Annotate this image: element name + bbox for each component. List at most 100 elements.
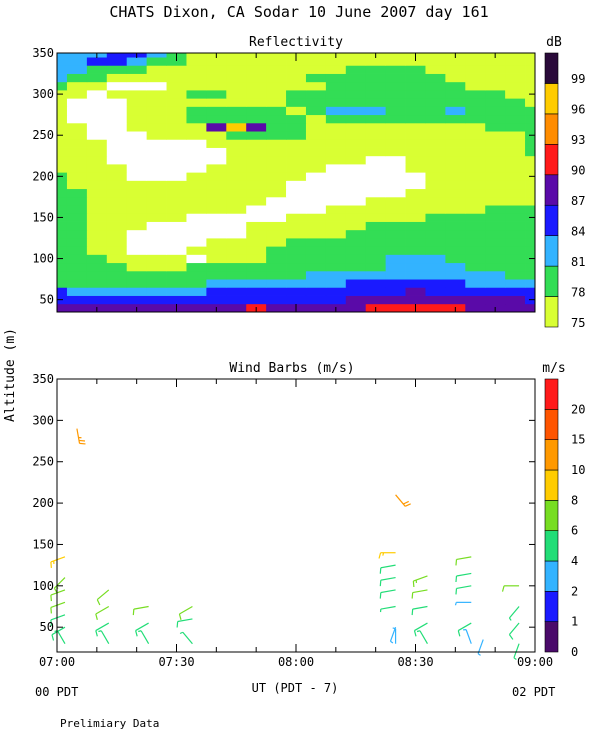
heatmap-cell [106, 53, 128, 58]
heatmap-cell [445, 221, 466, 231]
heatmap-cell [345, 254, 367, 264]
wind-barb [138, 630, 150, 645]
heatmap-cell [505, 57, 526, 66]
heatmap-cell [405, 155, 426, 165]
wind-barb-flag [412, 580, 415, 588]
wind-barb [98, 630, 110, 645]
heatmap-cell [106, 287, 128, 296]
heatmap-cell [246, 229, 267, 239]
heatmap-cell [186, 180, 207, 190]
heatmap-cell [485, 73, 506, 83]
heatmap-cell [385, 287, 406, 296]
heatmap-cell [57, 155, 68, 165]
heatmap-cell [445, 246, 466, 255]
wind-barb [477, 639, 484, 656]
heatmap-cell [86, 81, 108, 91]
heatmap-cell [206, 254, 227, 264]
heatmap-cell [345, 172, 367, 181]
heatmap-cell [226, 270, 247, 280]
heatmap-cell [146, 295, 167, 305]
heatmap-cell [266, 180, 287, 190]
heatmap-cell [226, 73, 247, 83]
heatmap-cell [465, 106, 486, 116]
heatmap-cell [405, 172, 426, 181]
heatmap-cell [226, 303, 247, 313]
wind-barb-shaft [380, 605, 396, 610]
heatmap-cell [66, 262, 88, 272]
wind-barb-shaft [51, 626, 66, 636]
heatmap-cell [66, 98, 88, 107]
heatmap-cell [66, 188, 88, 198]
heatmap-cell [525, 287, 536, 296]
heatmap-cell [286, 262, 307, 272]
wind-barb-shaft [508, 622, 520, 635]
heatmap-cell [106, 270, 128, 280]
heatmap-cell [425, 270, 446, 280]
heatmap-cell [206, 238, 227, 247]
heatmap-cell [525, 65, 536, 74]
heatmap-cell [86, 131, 108, 140]
heatmap-cell [365, 139, 387, 148]
heatmap-cell [385, 295, 406, 305]
heatmap-cell [146, 122, 167, 132]
heatmap-cell [226, 90, 247, 99]
heatmap-cell [305, 73, 327, 83]
heatmap-cell [305, 90, 327, 99]
heatmap-cell [266, 131, 287, 140]
heatmap-cell [286, 172, 307, 181]
heatmap-cell [86, 254, 108, 264]
wind-barb-shaft [456, 572, 472, 577]
heatmap-cell [465, 270, 486, 280]
heatmap-cell [405, 106, 426, 116]
wind-y-tick-label: 350 [32, 372, 54, 386]
wind-x-ticks: 07:00 07:30 08:00 08:30 09:00 [39, 379, 553, 669]
heatmap-cell [66, 229, 88, 239]
heatmap-cell [425, 287, 446, 296]
heatmap-cell [286, 57, 307, 66]
heatmap-cell [286, 295, 307, 305]
heatmap-cell [405, 81, 426, 91]
heatmap-cell [525, 180, 536, 190]
wind-colorbar-swatch [544, 500, 559, 531]
wind-x-tick-label: 07:30 [158, 655, 194, 669]
heatmap-cell [126, 139, 148, 148]
heatmap-cell [325, 270, 347, 280]
wind-x-tick-label: 08:30 [397, 655, 433, 669]
heatmap-cell [246, 254, 267, 264]
heatmap-cell [66, 164, 88, 173]
heatmap-cell [465, 65, 486, 74]
heatmap-cell [106, 229, 128, 239]
heatmap-cell [485, 131, 506, 140]
heatmap-cell [66, 155, 88, 165]
wind-barb [50, 601, 66, 614]
heatmap-cell [166, 139, 187, 148]
heatmap-cell [465, 303, 486, 313]
wind-barb-shaft [413, 575, 428, 582]
heatmap-cell [305, 238, 327, 247]
heatmap-cell [166, 238, 187, 247]
reflectivity-colorbar-label: 96 [571, 103, 585, 117]
heatmap-cell [465, 98, 486, 107]
heatmap-cell [505, 303, 526, 313]
heatmap-cell [57, 279, 68, 288]
heatmap-cell [325, 229, 347, 239]
wind-colorbar-swatch [544, 530, 559, 562]
wind-colorbar-label: 0 [571, 645, 578, 659]
wind-barb [508, 606, 520, 621]
heatmap-cell [505, 114, 526, 124]
heatmap-cell [146, 238, 167, 247]
heatmap-cell [325, 147, 347, 157]
wind-barb-flag [455, 588, 458, 595]
heatmap-cell [485, 287, 506, 296]
heatmap-cell [226, 213, 247, 222]
heatmap-cell [505, 295, 526, 305]
heatmap-cell [246, 114, 267, 124]
heatmap-cell [445, 205, 466, 214]
heatmap-cell [485, 254, 506, 264]
heatmap-cell [405, 295, 426, 305]
wind-colorbar-label: 1 [571, 615, 578, 629]
heatmap-cell [166, 81, 187, 91]
reflectivity-colorbar-swatch [544, 204, 559, 236]
